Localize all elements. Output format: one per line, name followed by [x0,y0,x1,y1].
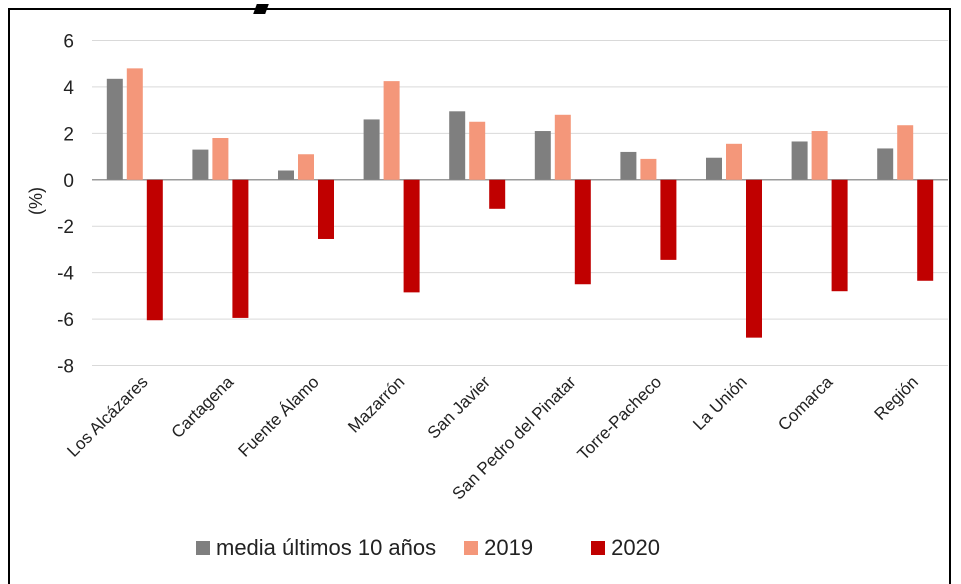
bar-media-9 [877,148,894,180]
bar-media-2 [278,170,294,180]
legend-swatch-2020 [591,541,606,555]
legend-label-2019: 2019 [484,535,534,560]
bar-2020-3 [403,179,420,293]
bar-media-7 [706,157,722,180]
y-tick-label: -2 [57,217,74,238]
x-tick-label: Mazarrón [344,372,408,436]
x-tick-label: Región [870,372,922,424]
legend-item-media: media últimos 10 años [196,535,436,561]
y-tick-label: -8 [57,357,74,378]
bar-2019-5 [554,114,571,180]
bar-2020-4 [489,179,506,209]
y-tick-label: 6 [63,32,74,53]
bar-media-8 [791,141,808,180]
legend-item-2020: 2020 [591,535,660,561]
bar-2019-9 [897,125,914,180]
bar-2019-2 [298,154,314,180]
x-tick-label: Torre-Pacheco [574,372,666,464]
bar-2020-0 [146,179,163,321]
bar-2019-1 [212,138,229,180]
x-tick-label: Cartagena [168,372,238,442]
x-tick-label: San Javier [424,372,494,442]
bar-media-3 [363,119,380,180]
legend-swatch-media [196,541,210,555]
bar-2020-6 [660,179,677,260]
bar-2019-3 [383,81,400,180]
bar-media-0 [106,78,123,180]
y-tick-label: 4 [63,78,74,99]
bar-2019-6 [640,158,657,180]
bar-2020-5 [574,179,591,285]
bar-2020-8 [831,179,848,292]
x-tick-label: Los Alcázares [63,372,151,460]
bar-2020-2 [318,179,334,239]
x-tick-label: La Unión [689,372,751,434]
y-tick-label: -6 [57,310,74,331]
bar-2019-4 [469,121,486,180]
bar-2020-7 [746,179,762,338]
legend: media últimos 10 años 2019 2020 [196,535,660,561]
bar-2020-9 [917,179,934,281]
bar-2019-7 [726,143,742,180]
bar-2020-1 [232,179,249,318]
y-tick-label: 2 [63,124,74,145]
legend-item-2019: 2019 [464,535,533,561]
bar-media-5 [534,131,551,180]
y-tick-label: -4 [57,264,74,285]
x-tick-label: Comarca [774,372,837,435]
bar-media-6 [620,151,637,180]
chart-frame [8,4,951,584]
legend-label-media: media últimos 10 años [216,535,437,560]
x-tick-label: Fuente Álamo [235,372,323,460]
y-tick-label: 0 [63,171,74,192]
bar-2019-0 [126,68,143,180]
legend-label-2020: 2020 [611,535,661,560]
bar-2019-8 [811,131,828,180]
legend-swatch-2019 [464,541,479,555]
y-axis-label: (%) [26,187,46,215]
bar-media-1 [192,149,209,180]
bar-media-4 [449,111,466,180]
